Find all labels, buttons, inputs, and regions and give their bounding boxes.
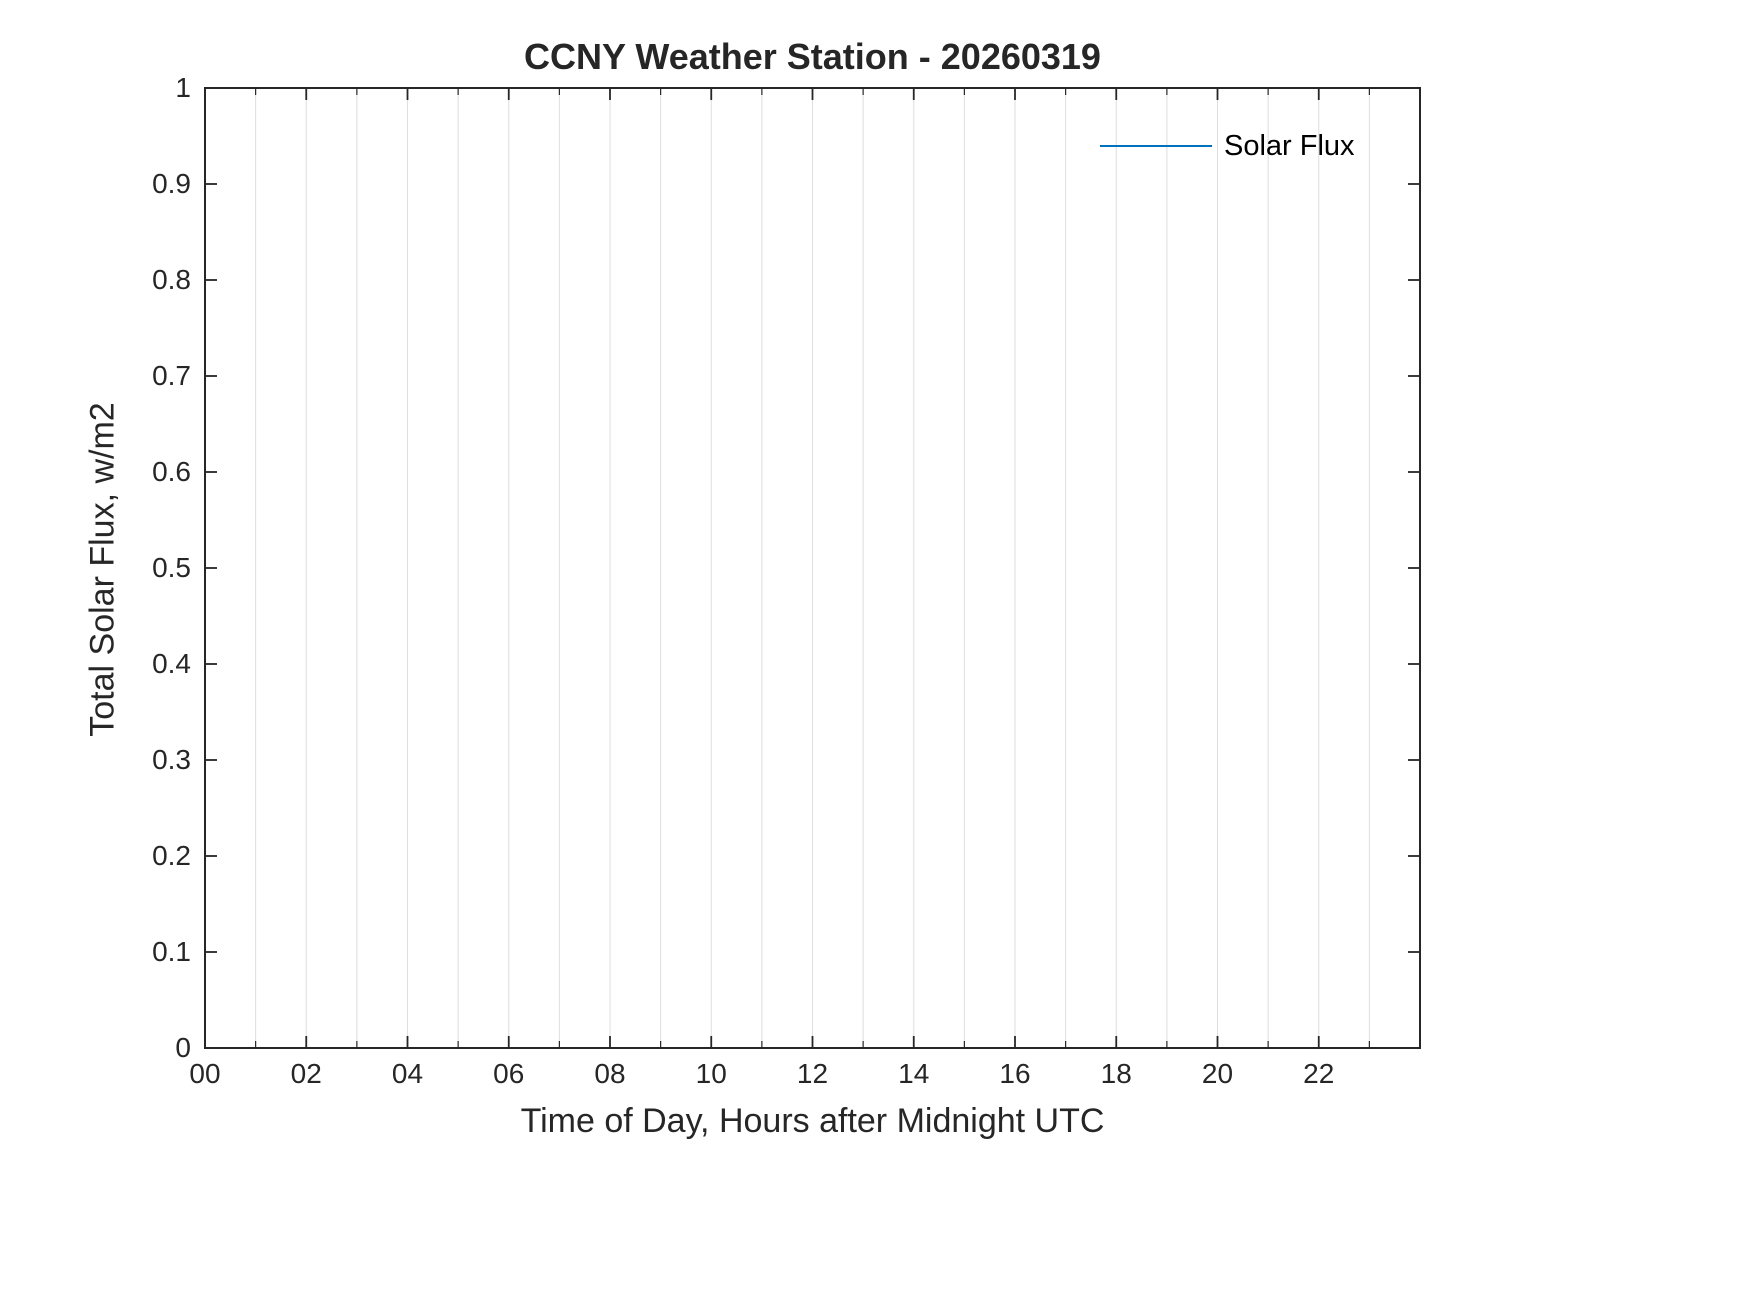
y-tick-label: 0.2	[152, 840, 191, 871]
x-tick-label: 08	[594, 1058, 626, 1089]
x-tick-label: 00	[189, 1058, 221, 1089]
x-tick-label: 20	[1201, 1058, 1234, 1089]
x-tick-label: 02	[290, 1058, 322, 1089]
x-tick-label: 14	[898, 1058, 930, 1089]
y-tick-label: 0.4	[152, 648, 191, 679]
x-tick-label: 16	[999, 1058, 1031, 1089]
x-tick-label: 18	[1100, 1058, 1132, 1089]
y-tick-label: 0.1	[152, 936, 191, 967]
y-tick-label: 0.9	[152, 168, 191, 199]
x-axis-label: Time of Day, Hours after Midnight UTC	[520, 1102, 1105, 1140]
y-tick-label: 0.7	[152, 360, 191, 391]
x-tick-label: 10	[695, 1058, 727, 1089]
x-tick-label: 22	[1303, 1058, 1335, 1089]
y-tick-label: 0.6	[152, 456, 191, 487]
legend-line-sample	[1100, 145, 1212, 147]
x-tick-label: 12	[796, 1058, 829, 1089]
y-tick-label: 1	[175, 72, 191, 103]
y-tick-label: 0.3	[152, 744, 191, 775]
y-tick-label: 0	[175, 1032, 191, 1063]
legend: Solar Flux	[1100, 128, 1355, 164]
x-tick-label: 04	[391, 1058, 424, 1089]
legend-label: Solar Flux	[1224, 129, 1355, 162]
y-tick-label: 0.8	[152, 264, 191, 295]
x-tick-label: 06	[493, 1058, 525, 1089]
y-tick-label: 0.5	[152, 552, 191, 583]
chart-title: CCNY Weather Station - 20260319	[524, 36, 1101, 77]
